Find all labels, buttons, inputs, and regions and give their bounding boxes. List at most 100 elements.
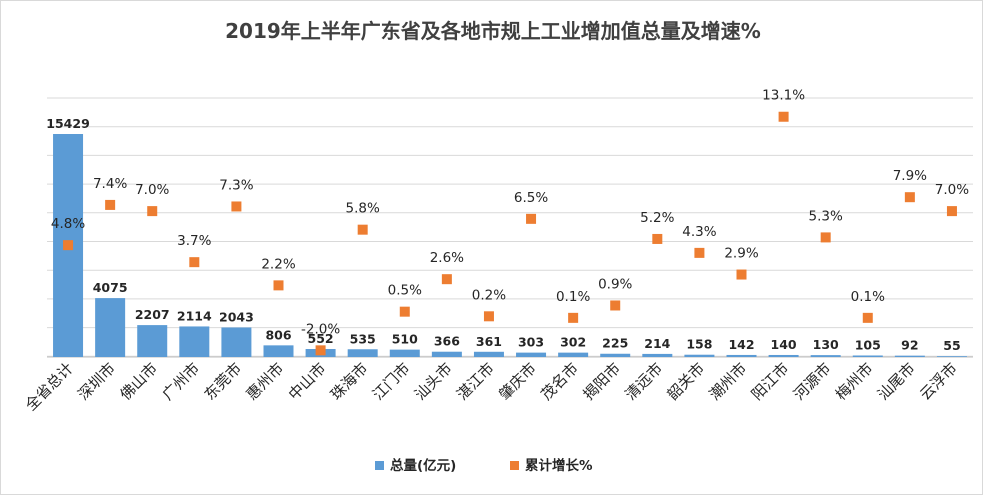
category-label: 湛江市 [453, 359, 498, 404]
growth-label: 7.0% [135, 182, 169, 198]
growth-label: 4.8% [51, 216, 85, 232]
growth-label: 5.2% [640, 210, 674, 226]
bar-value-label: 158 [686, 337, 712, 352]
growth-marker [820, 232, 831, 243]
growth-label: 0.9% [598, 276, 632, 292]
bar-value-label: 130 [813, 337, 839, 352]
bar [936, 356, 967, 357]
bar-value-label: 225 [602, 336, 628, 351]
bar [95, 298, 126, 357]
bar-value-label: 2043 [219, 309, 254, 324]
growth-marker [946, 206, 957, 217]
bar [684, 354, 715, 357]
growth-marker [273, 280, 284, 291]
growth-marker [778, 111, 789, 122]
bar-value-label: 142 [728, 337, 754, 352]
bar [137, 325, 168, 357]
growth-label: 13.1% [762, 88, 805, 104]
growth-label: 2.2% [261, 256, 295, 272]
bar [894, 355, 925, 357]
category-label: 东莞市 [201, 359, 246, 404]
legend-bar-label: 总量(亿元) [390, 457, 456, 474]
growth-marker [357, 224, 368, 235]
bar [221, 327, 252, 357]
growth-marker [862, 312, 873, 323]
category-label: 河源市 [790, 359, 835, 404]
bar-value-labels: 15429 4075 2207 2114 2043 806 552 535 510 366 361 3… [46, 116, 960, 353]
legend-marker-label: 累计增长% [525, 457, 593, 474]
category-label: 汕尾市 [874, 359, 919, 404]
growth-label: 7.9% [893, 168, 927, 184]
growth-marker [652, 233, 663, 244]
category-label: 清远市 [622, 359, 667, 404]
bar-value-label: 535 [350, 331, 376, 346]
growth-markers [63, 111, 957, 356]
bar-value-label: 510 [392, 332, 418, 347]
bar-value-label: 92 [901, 338, 918, 353]
growth-label: 0.1% [851, 289, 885, 305]
growth-label: 2.6% [430, 250, 464, 266]
growth-marker [736, 269, 747, 280]
growth-marker [441, 274, 452, 285]
bar [431, 351, 462, 357]
bar [179, 326, 210, 357]
growth-labels: 4.8% 7.4% 7.0% 3.7% 7.3% 2.2% -2.0% 5.8% 0.5% 2.6… [51, 88, 969, 338]
category-label: 全省总计 [22, 359, 77, 414]
growth-label: 0.1% [556, 289, 590, 305]
growth-label: 7.3% [219, 177, 253, 193]
growth-label: 2.9% [724, 246, 758, 262]
bar-value-label: 4075 [93, 280, 128, 295]
category-label: 深圳市 [74, 359, 119, 404]
bar [389, 349, 420, 357]
growth-label: 5.8% [346, 201, 380, 217]
bar-value-label: 55 [943, 338, 960, 353]
growth-label: 6.5% [514, 190, 548, 206]
category-label: 珠海市 [327, 359, 372, 404]
category-label: 中山市 [285, 359, 330, 404]
category-label: 江门市 [369, 359, 414, 404]
growth-marker [483, 311, 494, 322]
bar-value-label: 361 [476, 334, 502, 349]
growth-label: 7.4% [93, 176, 127, 192]
bar [516, 352, 547, 357]
category-label: 阳江市 [748, 359, 793, 404]
bar [852, 355, 883, 357]
category-label: 云浮市 [916, 359, 961, 404]
bar-value-label: 140 [771, 337, 797, 352]
category-label: 汕头市 [411, 359, 456, 404]
chart-title: 2019年上半年广东省及各地市规上工业增加值总量及增速% [225, 19, 761, 43]
bar-value-label: 214 [644, 336, 670, 351]
category-label: 韶关市 [664, 359, 709, 404]
category-label: 梅州市 [832, 359, 877, 404]
legend: 总量(亿元) 累计增长% [375, 457, 593, 474]
growth-label: 5.3% [809, 208, 843, 224]
growth-marker [105, 199, 116, 210]
legend-bar-swatch [375, 461, 384, 470]
bar [473, 351, 504, 357]
category-label: 茂名市 [537, 359, 582, 404]
growth-label: 0.2% [472, 287, 506, 303]
bar [810, 355, 841, 357]
category-label: 惠州市 [243, 359, 288, 404]
growth-label: 7.0% [935, 182, 969, 198]
bar [347, 349, 378, 357]
bar-value-label: 303 [518, 335, 544, 350]
bar [642, 353, 673, 357]
growth-marker [63, 240, 74, 251]
bar-value-label: 806 [265, 327, 291, 342]
bar [263, 345, 294, 357]
growth-marker [610, 300, 621, 311]
category-label: 肇庆市 [495, 359, 540, 404]
growth-marker [694, 247, 705, 258]
bar-value-label: 552 [308, 331, 334, 346]
bar-value-label: 366 [434, 334, 460, 349]
category-label: 揭阳市 [579, 359, 624, 404]
growth-label: -2.0% [301, 321, 340, 337]
category-label: 广州市 [159, 359, 204, 404]
bar-value-label: 302 [560, 335, 586, 350]
growth-marker [526, 213, 537, 224]
bar [726, 354, 757, 357]
legend-marker-swatch [510, 461, 519, 470]
growth-marker [399, 306, 410, 317]
